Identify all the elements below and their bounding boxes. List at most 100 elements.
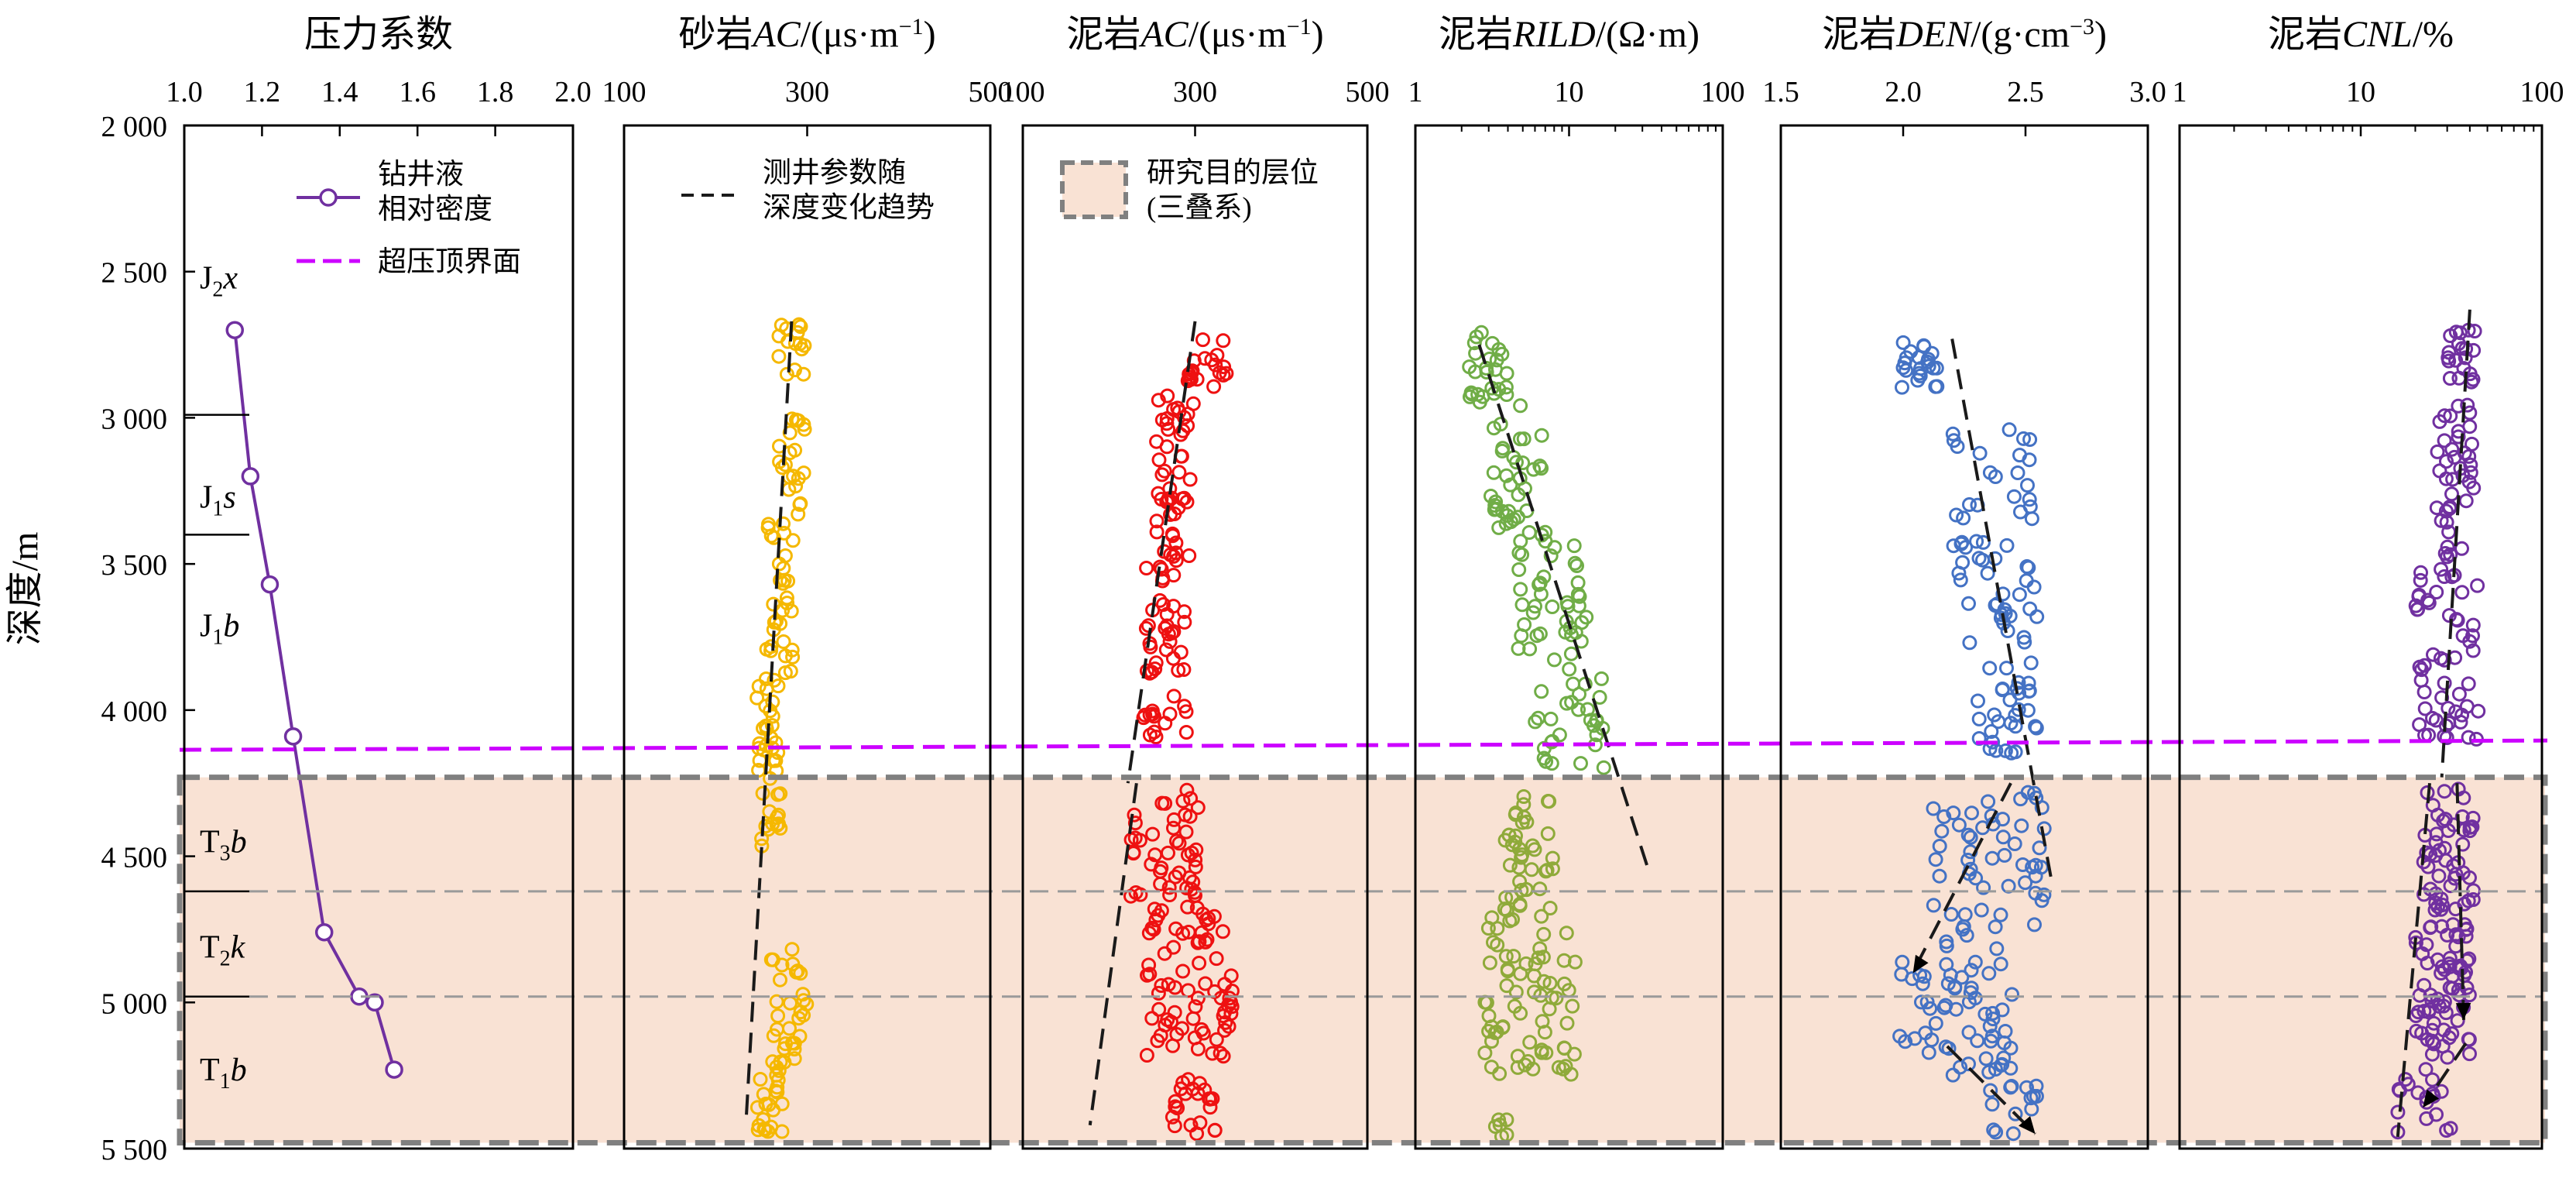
data-point-mud_rild — [1535, 950, 1551, 965]
data-point-mud_ac — [1206, 379, 1222, 394]
data-point-mud_den — [1934, 823, 1950, 839]
data-point-mud_ac — [1178, 704, 1194, 720]
pressure-marker — [283, 727, 303, 746]
x-tick-label: 1.8 — [477, 76, 514, 108]
data-point-mud_ac — [1145, 826, 1161, 842]
data-point-mud_ac — [1171, 465, 1187, 480]
data-point-mud_ac — [1149, 434, 1165, 449]
data-point-mud_cnl — [2462, 366, 2478, 382]
data-point-mud_rild — [1507, 998, 1522, 1014]
data-point-mud_den — [1962, 497, 1977, 512]
data-point-mud_ac — [1127, 816, 1143, 831]
data-point-mud_ac — [1199, 912, 1214, 928]
data-point-mud_rild — [1509, 455, 1524, 470]
data-point-mud_den — [1951, 817, 1967, 833]
data-point-mud_ac — [1143, 639, 1158, 654]
data-point-mud_den — [1924, 345, 1940, 361]
data-point-mud_ac — [1171, 836, 1187, 851]
data-point-mud_rild — [1484, 489, 1498, 503]
data-point-sand_ac — [796, 1008, 811, 1023]
x-tick-label: 100 — [602, 76, 647, 108]
data-point-mud_ac — [1181, 983, 1195, 998]
data-point-sand_ac — [797, 421, 812, 437]
data-point-mud_rild — [1572, 589, 1587, 604]
data-point-sand_ac — [788, 479, 804, 494]
data-point-sand_ac — [794, 342, 809, 357]
data-point-mud_cnl — [2390, 1104, 2406, 1120]
data-point-mud_cnl — [2430, 444, 2445, 459]
data-point-mud_rild — [1532, 626, 1548, 641]
data-point-mud_ac — [1198, 976, 1213, 991]
data-point-mud_cnl — [2445, 981, 2461, 996]
data-point-mud_cnl — [2463, 465, 2478, 480]
data-point-mud_den — [2006, 489, 2022, 504]
pressure-marker — [225, 321, 245, 339]
data-point-mud_den — [1993, 907, 2008, 922]
data-point-mud_ac — [1149, 524, 1165, 540]
data-point-mud_ac — [1217, 1022, 1232, 1038]
data-point-mud_rild — [1526, 462, 1542, 477]
legend-target-swatch — [1060, 160, 1128, 219]
data-point-sand_ac — [770, 1073, 786, 1088]
x-tick-label: 10 — [2346, 76, 2375, 108]
data-point-mud_ac — [1168, 869, 1183, 884]
data-point-mud_den — [1899, 362, 1914, 378]
data-point-mud_rild — [1516, 431, 1532, 447]
data-point-mud_den — [2029, 1078, 2044, 1094]
data-point-mud_cnl — [2437, 784, 2452, 799]
data-point-mud_ac — [1144, 857, 1159, 872]
data-point-mud_rild — [1513, 582, 1528, 597]
y-tick-label: 2 000 — [101, 111, 168, 143]
data-point-mud_cnl — [2428, 848, 2444, 863]
data-point-mud_ac — [1185, 874, 1201, 890]
data-point-mud_den — [1932, 868, 1947, 884]
legend-trend-label-1: 测井参数随 — [763, 156, 906, 189]
data-point-mud_rild — [1486, 465, 1501, 480]
x-tick-label: 1.2 — [244, 76, 281, 108]
data-point-mud_cnl — [2458, 493, 2474, 509]
data-point-mud_rild — [1511, 841, 1527, 857]
data-point-mud_ac — [1180, 899, 1195, 915]
data-point-sand_ac — [755, 785, 770, 801]
panel-title-sand_ac: 砂岩AC/(μs·m−1) — [678, 14, 935, 56]
data-point-mud_cnl — [2440, 539, 2455, 555]
y-tick-label: 5 000 — [101, 987, 168, 1020]
data-point-mud_den — [1961, 1056, 1976, 1072]
data-point-sand_ac — [776, 516, 791, 531]
data-point-mud_ac — [1222, 991, 1237, 1006]
data-point-mud_cnl — [2452, 325, 2468, 341]
data-point-mud_rild — [1535, 1014, 1550, 1029]
x-tick-label: 100 — [1001, 76, 1045, 108]
data-point-mud_den — [1964, 805, 1979, 821]
data-point-mud_den — [1912, 366, 1927, 381]
data-point-mud_ac — [1158, 642, 1174, 658]
x-tick-label: 2.5 — [2007, 76, 2044, 108]
data-point-sand_ac — [779, 590, 794, 606]
data-point-mud_cnl — [2419, 1111, 2434, 1126]
panel-title-mud_rild: 泥岩RILD/(Ω·m) — [1439, 14, 1700, 55]
data-point-mud_rild — [1500, 963, 1515, 979]
data-point-mud_rild — [1570, 575, 1586, 590]
data-point-mud_rild — [1518, 956, 1534, 971]
data-point-mud_cnl — [2442, 950, 2458, 966]
data-point-mud_rild — [1513, 398, 1528, 414]
data-point-mud_den — [2022, 601, 2038, 616]
data-point-mud_ac — [1182, 472, 1198, 487]
data-point-mud_ac — [1178, 824, 1194, 840]
data-point-mud_ac — [1175, 926, 1191, 941]
data-point-mud_rild — [1542, 794, 1557, 809]
data-point-sand_ac — [766, 596, 781, 612]
data-point-mud_ac — [1188, 888, 1202, 903]
data-point-mud_cnl — [2461, 1032, 2477, 1047]
data-point-mud_ac — [1181, 925, 1196, 939]
data-point-mud_ac — [1158, 795, 1173, 811]
data-point-sand_ac — [773, 1054, 788, 1070]
data-point-mud_cnl — [2454, 707, 2470, 723]
data-point-mud_ac — [1216, 333, 1231, 349]
data-point-mud_den — [2022, 452, 2037, 468]
data-point-mud_rild — [1545, 861, 1560, 877]
data-point-mud_ac — [1127, 807, 1142, 823]
data-point-mud_rild — [1567, 555, 1583, 571]
data-point-mud_rild — [1545, 599, 1560, 614]
data-point-mud_rild — [1494, 443, 1510, 458]
